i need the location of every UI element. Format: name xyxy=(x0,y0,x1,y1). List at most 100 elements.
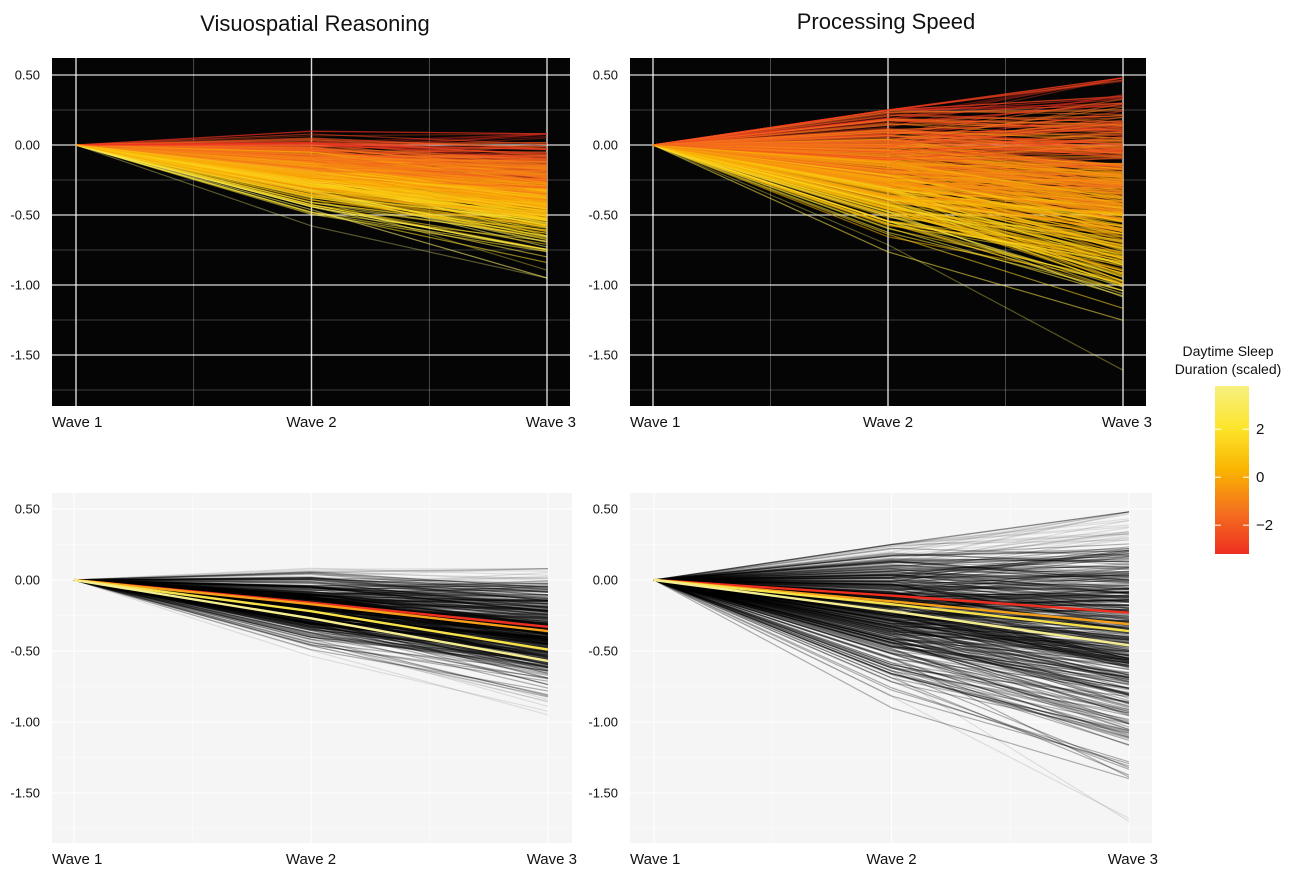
trajectory-line xyxy=(653,551,1130,583)
trajectory-line xyxy=(653,566,1130,581)
trajectory-line xyxy=(73,579,549,613)
trajectory-line xyxy=(653,548,1130,581)
trajectory-line xyxy=(653,518,1130,581)
trajectory-line xyxy=(653,579,1130,683)
trajectory-line xyxy=(653,567,1130,581)
trajectory-line xyxy=(653,579,1130,656)
trajectory-line xyxy=(653,579,1130,638)
trajectory-line xyxy=(73,579,549,612)
y-tick-label: -1.50 xyxy=(588,348,618,363)
trajectory-line xyxy=(653,570,1130,592)
trajectory-line xyxy=(73,579,549,605)
trajectory-line xyxy=(653,579,1130,665)
y-tick-label: -1.00 xyxy=(10,715,40,730)
trajectory-line xyxy=(653,554,1130,581)
trajectory-line xyxy=(653,579,1130,670)
trajectory-line xyxy=(73,579,549,602)
trajectory-line xyxy=(653,574,1130,594)
trajectory-line xyxy=(653,579,1130,684)
trajectory-line xyxy=(653,568,1130,589)
trajectory-line xyxy=(73,579,549,596)
trajectory-line xyxy=(653,579,1130,613)
trajectory-line xyxy=(653,579,1130,769)
trajectory-line xyxy=(652,144,1124,206)
trajectory-line xyxy=(653,579,1130,676)
trajectory-line xyxy=(73,579,549,702)
trajectory-line xyxy=(653,559,1130,581)
trajectory-line xyxy=(653,511,1130,581)
trajectory-line xyxy=(73,578,549,588)
trajectory-line xyxy=(653,533,1130,581)
y-tick-label: -1.50 xyxy=(10,786,40,801)
trajectory-line xyxy=(73,579,549,588)
trajectory-line xyxy=(653,579,1130,704)
trajectory-line xyxy=(653,579,1130,695)
trajectory-line xyxy=(653,560,1130,581)
trajectory-line xyxy=(73,579,549,595)
trajectory-line xyxy=(652,144,1124,371)
trajectory-line xyxy=(73,571,549,588)
trajectory-line xyxy=(653,579,1130,645)
trajectory-line xyxy=(653,579,1130,689)
y-tick-label: 0.00 xyxy=(593,573,618,588)
trajectory-line xyxy=(653,558,1130,581)
trajectory-line xyxy=(653,579,1130,778)
trajectory-line xyxy=(73,579,549,615)
legend-ticks: 2 0 −2 xyxy=(1215,421,1273,534)
trajectory-line xyxy=(653,531,1130,581)
highlight-series-line-3 xyxy=(653,578,1130,633)
trajectory-line xyxy=(653,579,1130,738)
trajectory-line xyxy=(652,144,1124,274)
trajectory-line xyxy=(73,579,549,689)
trajectory-line xyxy=(653,579,1130,734)
highlight-series-line-4 xyxy=(653,578,1130,647)
trajectory-line xyxy=(73,579,549,627)
trajectory-line xyxy=(73,579,549,587)
trajectory-line xyxy=(653,579,1130,712)
x-tick-label: Wave 3 xyxy=(526,414,576,431)
trajectory-line xyxy=(653,579,1130,724)
trajectory-line xyxy=(73,579,549,633)
trajectory-line xyxy=(73,579,549,625)
trajectory-line xyxy=(73,579,549,653)
trajectory-line xyxy=(653,549,1130,583)
trajectory-line xyxy=(653,579,1130,722)
trajectory-line xyxy=(73,579,549,668)
trajectory-line xyxy=(73,579,549,662)
trajectory-line xyxy=(73,579,549,669)
trajectory-line xyxy=(653,566,1130,581)
trajectory-line xyxy=(73,579,549,587)
trajectory-line xyxy=(73,579,549,639)
trajectory-line xyxy=(73,579,549,614)
trajectory-line xyxy=(73,579,549,625)
trajectory-line xyxy=(73,579,549,623)
trajectory-line xyxy=(653,547,1130,581)
trajectory-line xyxy=(73,579,549,618)
trajectory-line xyxy=(653,533,1130,581)
trajectory-line xyxy=(653,574,1130,583)
trajectory-line xyxy=(73,579,549,674)
trajectory-line xyxy=(653,579,1130,620)
trajectory-line xyxy=(73,579,549,716)
trajectory-line xyxy=(73,568,549,581)
trajectory-line xyxy=(73,579,549,626)
trajectory-line xyxy=(75,144,548,253)
trajectory-line xyxy=(73,579,549,626)
trajectory-line xyxy=(653,579,1130,696)
trajectory-line xyxy=(73,579,549,608)
trajectory-line xyxy=(73,579,549,648)
trajectory-line xyxy=(653,579,1130,667)
trajectory-line xyxy=(75,142,548,155)
trajectory-line xyxy=(73,579,549,616)
trajectory-line xyxy=(73,579,549,630)
panel-processing-dark: 0.50 0.00 -0.50 -1.00 -1.50 Wave 1 Wave 2 Wave … xyxy=(588,58,1152,431)
x-tick-label: Wave 1 xyxy=(630,414,680,431)
trajectory-line xyxy=(75,144,548,167)
trajectory-line xyxy=(73,579,549,597)
trajectory-line xyxy=(75,144,548,205)
trajectory-line xyxy=(653,579,1130,638)
trajectory-line xyxy=(653,558,1130,581)
trajectory-line xyxy=(75,144,548,251)
trajectory-line xyxy=(653,511,1130,581)
trajectory-line xyxy=(653,579,1130,626)
